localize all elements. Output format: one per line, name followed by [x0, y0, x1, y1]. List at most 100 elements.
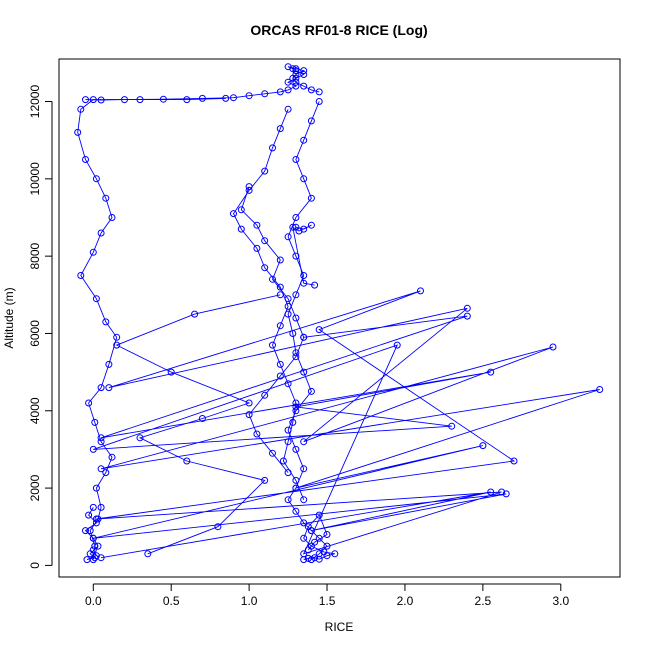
data-point — [102, 318, 110, 326]
data-point — [167, 368, 175, 376]
data-point — [487, 488, 495, 496]
series-line — [232, 109, 305, 500]
data-point — [596, 386, 604, 393]
data-point — [292, 445, 300, 453]
data-point — [300, 82, 308, 90]
data-point — [276, 372, 284, 380]
x-tick-label: 1.0 — [241, 594, 258, 608]
series-6 — [82, 503, 102, 564]
data-point — [284, 63, 292, 71]
data-point — [284, 496, 292, 504]
series-2 — [284, 98, 331, 564]
x-tick-label: 3.0 — [552, 594, 569, 608]
y-tick-label: 2000 — [28, 474, 42, 501]
x-tick-label: 2.0 — [397, 594, 414, 608]
data-point — [97, 438, 105, 446]
data-point — [85, 399, 93, 407]
data-point — [136, 434, 144, 442]
data-point — [89, 546, 97, 554]
data-point — [159, 95, 167, 103]
data-point — [331, 550, 339, 558]
data-point — [315, 555, 323, 563]
data-point — [237, 225, 245, 233]
data-point — [295, 227, 303, 235]
data-point — [94, 542, 102, 550]
data-point — [105, 360, 113, 368]
data-point — [113, 341, 121, 349]
data-point — [253, 430, 261, 438]
x-tick-label: 0.0 — [85, 594, 102, 608]
data-point — [393, 341, 401, 349]
data-point — [292, 403, 300, 411]
data-point — [276, 360, 284, 368]
data-point — [320, 548, 328, 556]
series-line — [292, 224, 315, 286]
data-point — [245, 92, 253, 100]
data-point — [311, 554, 319, 562]
y-tick-label: 10000 — [28, 162, 42, 196]
y-tick-label: 6000 — [28, 320, 42, 347]
data-point — [183, 96, 191, 104]
data-point — [510, 457, 518, 465]
data-point — [307, 194, 315, 202]
data-point — [292, 291, 300, 299]
data-point — [300, 534, 308, 542]
data-point — [315, 98, 323, 105]
data-point — [92, 515, 100, 523]
data-point — [276, 291, 284, 299]
data-point — [307, 86, 315, 94]
series-5 — [300, 511, 339, 564]
data-point — [300, 71, 308, 78]
data-point — [198, 94, 206, 102]
y-tick-label: 0 — [28, 562, 42, 569]
data-point — [284, 469, 292, 477]
data-point — [92, 552, 100, 560]
data-point — [276, 88, 284, 96]
data-point — [105, 384, 113, 392]
data-point — [82, 96, 89, 104]
data-point — [300, 368, 308, 376]
data-point — [276, 256, 284, 264]
data-point — [289, 223, 297, 231]
data-point — [276, 322, 284, 330]
series-0 — [74, 94, 230, 564]
data-point — [311, 538, 319, 546]
y-axis-label: Altitude (m) — [2, 287, 16, 348]
data-point — [292, 407, 300, 415]
data-point — [479, 442, 487, 450]
data-point — [121, 96, 128, 104]
series-line — [287, 101, 328, 560]
data-point — [311, 281, 319, 289]
data-point — [276, 125, 284, 133]
data-point — [498, 488, 506, 496]
data-point — [92, 484, 100, 492]
y-tick-label: 4000 — [28, 397, 42, 424]
data-point — [289, 418, 297, 426]
y-tick-label: 8000 — [28, 242, 42, 269]
data-point — [300, 556, 308, 564]
data-point — [85, 511, 93, 519]
data-point — [549, 343, 557, 351]
x-axis: 0.0 0.5 1.0 1.5 2.0 2.5 3.0 — [85, 583, 569, 608]
x-axis-label: RICE — [325, 620, 354, 634]
data-point — [97, 229, 105, 237]
series-layer — [74, 63, 604, 564]
data-point — [315, 88, 323, 96]
data-point — [300, 333, 308, 341]
data-point — [261, 167, 269, 175]
data-point — [300, 225, 308, 233]
data-point — [276, 283, 284, 291]
data-point — [97, 465, 105, 473]
data-point — [289, 65, 297, 73]
data-point — [284, 86, 292, 94]
data-point — [269, 449, 276, 457]
data-point — [315, 550, 323, 558]
series-3 — [230, 105, 308, 504]
data-point — [245, 399, 253, 407]
series-line — [77, 97, 226, 560]
data-point — [222, 94, 230, 102]
y-axis: 0 2000 4000 6000 8000 10000 12000 — [28, 85, 53, 569]
data-point — [292, 507, 300, 515]
data-point — [300, 496, 308, 504]
data-point — [97, 503, 105, 511]
